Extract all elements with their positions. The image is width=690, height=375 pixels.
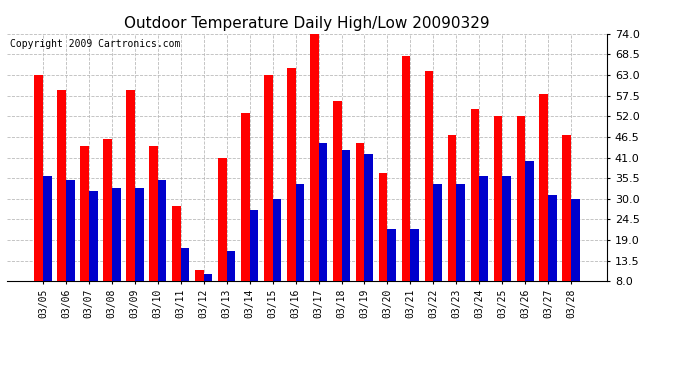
- Bar: [356, 142, 364, 311]
- Bar: [172, 206, 181, 311]
- Bar: [517, 116, 525, 311]
- Bar: [388, 229, 396, 311]
- Bar: [480, 176, 488, 311]
- Bar: [195, 270, 204, 311]
- Bar: [549, 195, 557, 311]
- Bar: [448, 135, 456, 311]
- Bar: [34, 75, 43, 311]
- Bar: [571, 199, 580, 311]
- Bar: [493, 116, 502, 311]
- Bar: [112, 188, 121, 311]
- Bar: [471, 109, 480, 311]
- Bar: [424, 71, 433, 311]
- Bar: [66, 180, 75, 311]
- Bar: [181, 248, 190, 311]
- Bar: [379, 172, 388, 311]
- Title: Outdoor Temperature Daily High/Low 20090329: Outdoor Temperature Daily High/Low 20090…: [124, 16, 490, 31]
- Bar: [540, 94, 549, 311]
- Bar: [342, 150, 351, 311]
- Bar: [126, 90, 135, 311]
- Bar: [149, 146, 158, 311]
- Bar: [562, 135, 571, 311]
- Bar: [456, 184, 465, 311]
- Bar: [264, 75, 273, 311]
- Bar: [135, 188, 144, 311]
- Bar: [158, 180, 166, 311]
- Bar: [273, 199, 282, 311]
- Bar: [204, 274, 213, 311]
- Bar: [103, 139, 112, 311]
- Bar: [226, 251, 235, 311]
- Bar: [402, 56, 411, 311]
- Bar: [287, 68, 295, 311]
- Bar: [218, 158, 226, 311]
- Bar: [333, 101, 342, 311]
- Text: Copyright 2009 Cartronics.com: Copyright 2009 Cartronics.com: [10, 39, 180, 49]
- Bar: [89, 191, 97, 311]
- Bar: [319, 142, 327, 311]
- Bar: [43, 176, 52, 311]
- Bar: [80, 146, 89, 311]
- Bar: [250, 210, 258, 311]
- Bar: [310, 30, 319, 311]
- Bar: [295, 184, 304, 311]
- Bar: [411, 229, 419, 311]
- Bar: [433, 184, 442, 311]
- Bar: [525, 161, 534, 311]
- Bar: [241, 112, 250, 311]
- Bar: [57, 90, 66, 311]
- Bar: [502, 176, 511, 311]
- Bar: [364, 154, 373, 311]
